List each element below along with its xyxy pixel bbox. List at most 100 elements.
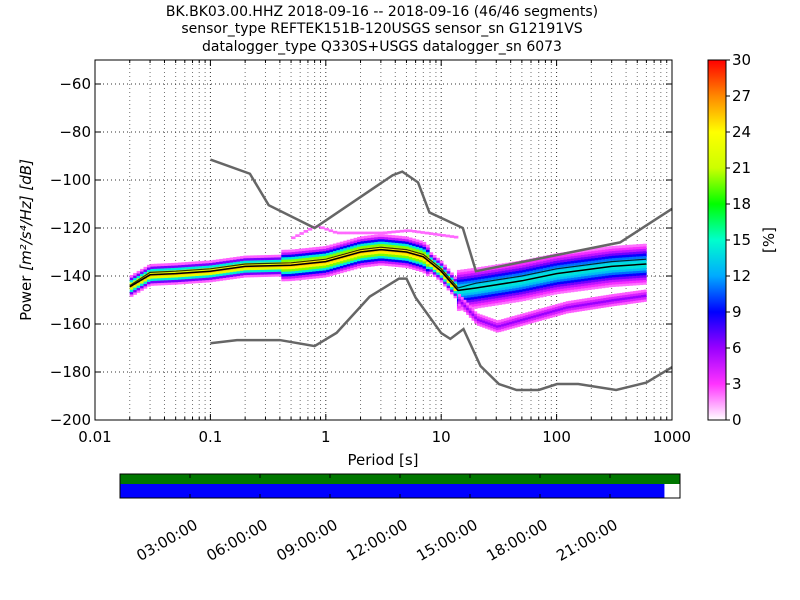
psd-histogram-cell [329, 249, 334, 252]
psd-histogram-cell [236, 261, 241, 265]
psd-histogram-cell [553, 287, 558, 290]
psd-histogram-cell [470, 292, 475, 295]
psd-histogram-cell [627, 296, 631, 300]
psd-histogram-cell [584, 249, 589, 253]
psd-histogram-cell [463, 280, 468, 284]
psd-histogram-cell [353, 257, 358, 260]
psd-histogram-cell [525, 297, 530, 301]
psd-histogram-cell [133, 277, 137, 281]
psd-histogram-cell [250, 274, 255, 278]
psd-histogram-cell [565, 301, 569, 304]
psd-histogram-cell [425, 244, 430, 248]
psd-histogram-cell [629, 256, 633, 260]
psd-histogram-cell [463, 283, 468, 287]
psd-histogram-cell [570, 277, 575, 281]
psd-histogram-cell [501, 287, 506, 290]
chart-title-line-2: sensor_type REFTEK151B-120USGS sensor_sn… [181, 21, 582, 37]
psd-histogram-cell [598, 281, 602, 284]
psd-histogram-cell [474, 313, 478, 317]
psd-histogram-cell [553, 277, 558, 281]
psd-histogram-cell [512, 268, 516, 272]
psd-histogram-cell [229, 262, 234, 266]
psd-histogram-cell [556, 281, 561, 285]
psd-histogram-cell [605, 275, 609, 279]
psd-histogram-cell [467, 282, 472, 286]
psd-histogram-cell [498, 290, 503, 293]
psd-histogram-cell [363, 259, 368, 263]
psd-histogram-cell [374, 251, 379, 255]
psd-histogram-cell [205, 277, 210, 281]
psd-histogram-cell [641, 297, 645, 300]
psd-histogram-cell [250, 257, 255, 261]
psd-histogram-cell [494, 302, 499, 306]
psd-histogram-cell [574, 272, 578, 275]
psd-histogram-cell [611, 248, 616, 251]
psd-histogram-cell [487, 265, 492, 269]
psd-histogram-cell [422, 244, 427, 248]
mean-curve-line [129, 246, 647, 289]
psd-histogram-cell [425, 254, 430, 258]
psd-histogram-cell [625, 278, 630, 282]
psd-histogram-cell [501, 294, 506, 298]
psd-histogram-cell [584, 280, 589, 284]
psd-histogram-cell [250, 267, 255, 271]
psd-histogram-cell [188, 261, 193, 265]
psd-histogram-cell [184, 281, 189, 284]
psd-histogram-cell [301, 257, 306, 261]
psd-histogram-cell [398, 252, 403, 256]
psd-histogram-cell [463, 273, 468, 277]
psd-histogram-cell [625, 261, 630, 265]
psd-histogram-cell [195, 266, 199, 269]
psd-histogram-cell [494, 271, 499, 275]
psd-histogram-cell [319, 253, 323, 257]
psd-histogram-cell [532, 291, 537, 295]
psd-histogram-cell [587, 256, 592, 259]
psd-histogram-cell [605, 270, 609, 274]
psd-histogram-cell [267, 257, 272, 261]
psd-histogram-cell [401, 255, 406, 259]
psd-histogram-cell [576, 306, 580, 310]
psd-histogram-cell [270, 269, 275, 272]
psd-histogram-cell [450, 277, 454, 280]
psd-histogram-cell [367, 237, 372, 241]
psd-histogram-cell [632, 273, 637, 276]
psd-histogram-cell [618, 271, 623, 275]
psd-histogram-cell [636, 272, 640, 276]
psd-histogram-cell [160, 265, 165, 269]
psd-histogram-cell [587, 300, 591, 303]
psd-histogram-cell [415, 249, 420, 252]
psd-histogram-cell [641, 294, 645, 298]
psd-histogram-cell [408, 266, 413, 270]
psd-histogram-cell [288, 271, 292, 274]
psd-histogram-cell [517, 316, 521, 320]
psd-histogram-cell [264, 255, 268, 258]
psd-histogram-cell [525, 288, 530, 291]
psd-histogram-cell [308, 257, 313, 260]
psd-histogram-cell [571, 309, 575, 313]
psd-histogram-cell [460, 274, 465, 277]
psd-histogram-cell [336, 252, 341, 255]
psd-histogram-cell [636, 253, 640, 257]
psd-histogram-cell [308, 254, 313, 258]
psd-histogram-cell [601, 263, 606, 267]
psd-histogram-cell [191, 261, 196, 265]
psd-histogram-cell [419, 266, 423, 270]
psd-histogram-cell [363, 238, 368, 241]
psd-histogram-cell [160, 275, 165, 279]
psd-histogram-cell [560, 276, 565, 280]
psd-histogram-cell [305, 276, 310, 280]
psd-histogram-cell [543, 272, 547, 276]
y-axis-ticks: −60−80−100−120−140−160−180−200 [50, 75, 672, 429]
psd-histogram-cell [415, 256, 420, 259]
psd-histogram-cell [539, 273, 544, 276]
psd-histogram-cell [642, 279, 647, 283]
psd-histogram-cell [594, 264, 599, 268]
psd-histogram-cell [336, 249, 341, 253]
psd-histogram-cell [529, 296, 534, 300]
psd-histogram-cell [264, 274, 268, 277]
psd-histogram-cell [264, 271, 268, 275]
psd-histogram-cell [233, 261, 237, 265]
psd-histogram-cell [391, 235, 396, 238]
psd-histogram-cell [332, 245, 337, 249]
psd-histogram-cell [450, 286, 454, 290]
